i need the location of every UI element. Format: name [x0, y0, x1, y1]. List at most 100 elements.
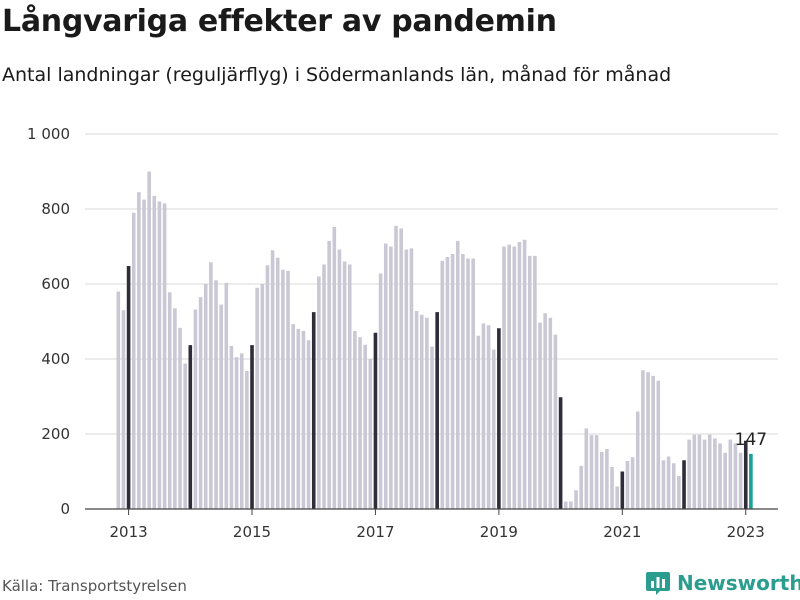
- bar: [455, 240, 460, 510]
- bar: [707, 434, 712, 509]
- bar: [378, 273, 383, 509]
- bar: [327, 240, 331, 510]
- bar: [419, 314, 424, 509]
- bar: [131, 212, 136, 509]
- chart-title: Långvariga effekter av pandemin: [2, 4, 557, 39]
- y-tick-label: 0: [60, 500, 70, 518]
- bar: [193, 309, 198, 509]
- x-tick-label: 2015: [233, 523, 271, 541]
- bar: [589, 435, 594, 510]
- x-tick-label: 2017: [356, 523, 394, 541]
- bar: [203, 284, 208, 509]
- bar: [517, 242, 522, 509]
- bar: [234, 357, 239, 510]
- bar: [425, 317, 429, 509]
- bar: [563, 501, 568, 509]
- bar: [286, 270, 290, 510]
- bar: [440, 260, 445, 509]
- bar: [214, 280, 218, 509]
- bar: [347, 264, 352, 509]
- bar: [635, 411, 640, 509]
- bar: [317, 276, 321, 509]
- bar: [476, 335, 481, 509]
- bar: [409, 248, 414, 510]
- x-tick-label: 2019: [480, 523, 518, 541]
- y-tick-label: 200: [41, 425, 70, 443]
- bar: [404, 249, 409, 509]
- bar: [322, 264, 326, 509]
- bar: [682, 460, 686, 509]
- bar: [363, 344, 367, 509]
- bar: [599, 452, 604, 509]
- bar: [579, 465, 583, 510]
- bar: [265, 265, 270, 509]
- bar: [275, 257, 280, 509]
- bar: [383, 243, 388, 509]
- bar: [245, 371, 249, 509]
- bar: [147, 171, 151, 509]
- bar: [574, 490, 578, 509]
- bar: [445, 257, 450, 509]
- y-tick-label: 400: [41, 350, 70, 368]
- bar: [332, 227, 337, 509]
- bar: [116, 291, 121, 509]
- bar: [692, 434, 697, 509]
- bar: [548, 317, 553, 509]
- bar: [502, 246, 506, 509]
- bar: [126, 266, 131, 509]
- bar: [198, 297, 203, 509]
- y-tick-label: 1 000: [27, 125, 70, 143]
- bar: [435, 312, 439, 510]
- y-tick-label: 800: [41, 200, 70, 218]
- bar: [641, 370, 645, 509]
- bar: [152, 195, 157, 510]
- bar: [450, 254, 455, 509]
- bar: [749, 453, 753, 510]
- bar: [677, 476, 681, 509]
- bar: [743, 440, 748, 509]
- bar: [414, 311, 419, 509]
- bar: [486, 325, 491, 509]
- bar: [466, 258, 470, 509]
- bar: [337, 249, 342, 509]
- bar: [188, 345, 193, 510]
- bar: [394, 225, 398, 510]
- bar: [538, 322, 542, 510]
- bar: [671, 463, 676, 509]
- bar: [728, 439, 733, 510]
- bar: [605, 449, 609, 509]
- bar: [162, 203, 167, 510]
- bar: [610, 467, 614, 509]
- bar: [353, 330, 357, 510]
- bar: [291, 324, 295, 510]
- bar: [594, 435, 599, 510]
- bar: [615, 486, 619, 509]
- bar: [630, 457, 635, 509]
- bar: [620, 471, 625, 509]
- bar: [666, 456, 671, 509]
- newsworthy-logo-icon: [646, 572, 670, 595]
- bar: [713, 438, 717, 509]
- bar: [646, 372, 650, 510]
- bar: [358, 337, 362, 509]
- bar: [507, 244, 511, 510]
- bar: [311, 312, 316, 510]
- bar: [239, 353, 244, 510]
- bar: [260, 284, 265, 509]
- bar: [471, 258, 475, 509]
- y-tick-label: 600: [41, 275, 70, 293]
- bar: [373, 332, 378, 509]
- bar: [270, 250, 275, 509]
- chart-subtitle: Antal landningar (reguljärflyg) i Söderm…: [2, 64, 672, 86]
- bar: [219, 304, 223, 509]
- bar: [625, 461, 630, 509]
- bar: [661, 460, 666, 509]
- bar: [167, 292, 172, 509]
- bar: [250, 345, 254, 510]
- x-tick-label: 2023: [727, 523, 765, 541]
- bar: [137, 192, 141, 510]
- bar: [399, 228, 403, 509]
- bar: [209, 262, 213, 509]
- bar: [173, 308, 177, 510]
- bar: [296, 329, 301, 509]
